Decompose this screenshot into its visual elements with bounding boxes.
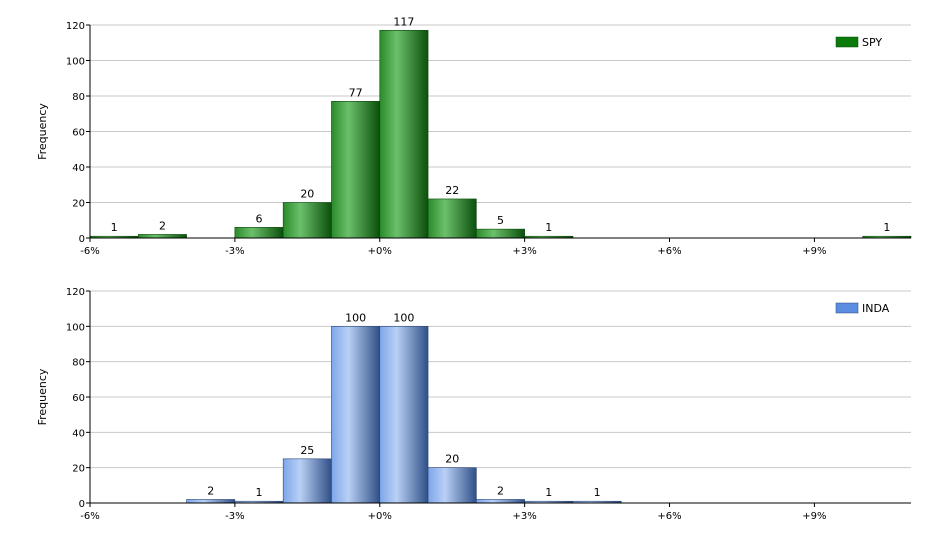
legend-swatch [835, 302, 859, 314]
bar-value-label: 100 [393, 311, 414, 324]
x-tick-label: -3% [225, 511, 244, 522]
y-tick-label: 100 [66, 57, 85, 68]
bar-value-label: 1 [545, 221, 552, 234]
bar-value-label: 25 [300, 444, 314, 457]
legend-swatch [835, 36, 859, 48]
histogram-bar [476, 228, 525, 239]
histogram-bar [379, 326, 429, 504]
x-tick-label: +9% [802, 511, 826, 522]
y-axis-label: Frequency [36, 368, 49, 425]
bar-value-label: 20 [445, 453, 459, 466]
y-tick-label: 60 [72, 393, 85, 404]
histogram-bar [137, 234, 187, 239]
bar-value-label: 2 [497, 484, 504, 497]
x-tick-label: -6% [80, 246, 99, 257]
y-tick-label: 0 [79, 499, 85, 510]
y-tick-label: 120 [66, 287, 85, 298]
y-tick-label: 120 [66, 21, 85, 32]
y-tick-label: 80 [72, 92, 85, 103]
y-tick-label: 20 [72, 199, 85, 210]
bar-value-label: 100 [345, 311, 366, 324]
bar-value-label: 117 [393, 15, 414, 28]
bar-value-label: 1 [594, 486, 601, 499]
bar-value-label: 20 [300, 188, 314, 201]
chart-legend: INDA [835, 302, 890, 315]
histogram-bar [331, 326, 381, 504]
x-tick-label: +6% [657, 511, 681, 522]
y-tick-label: 40 [72, 428, 85, 439]
x-tick-label: -3% [225, 246, 244, 257]
bar-value-label: 1 [111, 221, 118, 234]
y-tick-label: 100 [66, 322, 85, 333]
bar-value-label: 2 [207, 484, 214, 497]
x-tick-label: -6% [80, 511, 99, 522]
bar-value-label: 6 [256, 212, 263, 225]
bar-value-label: 77 [349, 86, 363, 99]
y-tick-label: 60 [72, 128, 85, 139]
histogram-bar [331, 101, 381, 239]
legend-label: SPY [862, 36, 882, 49]
bar-value-label: 1 [883, 221, 890, 234]
y-tick-label: 20 [72, 464, 85, 475]
histogram-bar [379, 30, 429, 239]
x-tick-label: +3% [513, 511, 537, 522]
histogram-bar [427, 198, 477, 239]
x-tick-label: +9% [802, 246, 826, 257]
x-tick-label: +6% [657, 246, 681, 257]
bar-value-label: 2 [159, 219, 166, 232]
x-tick-label: +0% [368, 246, 392, 257]
y-tick-label: 0 [79, 234, 85, 245]
y-axis-label: Frequency [36, 103, 49, 160]
legend-label: INDA [862, 302, 890, 315]
histogram-bar [234, 227, 284, 239]
bar-value-label: 5 [497, 214, 504, 227]
y-tick-label: 40 [72, 163, 85, 174]
chart-1-group: 0 20 40 60 80 100 120 Frequency 1 2 6 20 77 117 22 5 1 1 -… [36, 15, 912, 257]
x-tick-label: +3% [513, 246, 537, 257]
bar-value-label: 22 [445, 184, 459, 197]
histogram-bar [476, 499, 525, 504]
bar-value-label: 1 [256, 486, 263, 499]
histogram-bar [282, 458, 332, 504]
histogram-bar [282, 202, 332, 239]
chart-legend: SPY [835, 36, 882, 49]
y-tick-label: 80 [72, 358, 85, 369]
histogram-bar [427, 467, 477, 504]
chart-2-group: 0 20 40 60 80 100 120 Frequency 2 1 25 100 100 20 2 1 1 -… [36, 287, 911, 522]
x-tick-label: +0% [368, 511, 392, 522]
histogram-bar [186, 499, 236, 504]
bar-value-label: 1 [545, 486, 552, 499]
